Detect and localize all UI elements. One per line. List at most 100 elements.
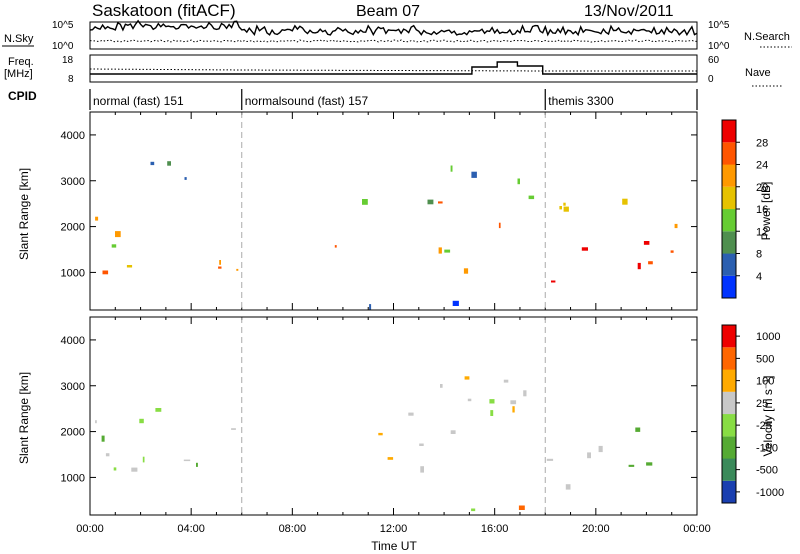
echo-cell <box>551 280 556 283</box>
nsearch-tick-low: 10^0 <box>708 41 730 52</box>
echo-cell <box>464 376 470 380</box>
colorbar-tick-label: 25 <box>756 398 768 410</box>
y-tick-label: 4000 <box>61 130 85 142</box>
colorbar-tick-label: 20 <box>756 182 768 194</box>
echo-cell <box>598 445 603 453</box>
colorbar-tick-label: -500 <box>756 465 778 477</box>
echo-cell <box>648 261 653 265</box>
cpid-segment-label: normalsound (fast) 157 <box>245 94 369 108</box>
power-plot-frame <box>89 111 698 311</box>
colorbar-tick-label: 12 <box>756 226 768 238</box>
cpid-segment-label: normal (fast) 151 <box>93 94 184 108</box>
velocity-plot-frame <box>89 316 698 516</box>
velocity-panel: 4000 3000 2000 1000 00:00 04:00 08:00 12:00 16:… <box>17 316 784 553</box>
velocity-colorbar-label: Velocity [m s⁻¹] <box>761 375 775 456</box>
echo-cell <box>334 245 337 248</box>
power-colorbar: 28 24 20 16 12 8 4 <box>721 119 768 299</box>
cpid-label: CPID <box>8 89 37 103</box>
colorbar-tick-label: 4 <box>756 271 762 283</box>
echo-cell <box>105 453 110 457</box>
echo-cell <box>563 206 569 212</box>
echo-cell <box>467 398 472 402</box>
echo-cell <box>218 266 222 269</box>
freq-unit: [MHz] <box>4 68 33 80</box>
echo-cell <box>503 379 509 383</box>
nave-tick-low: 0 <box>708 74 714 85</box>
colorbar-swatch <box>722 120 736 143</box>
echo-cell <box>113 467 117 471</box>
echo-cell <box>463 268 469 274</box>
power-y-label: Slant Range [km] <box>17 168 31 260</box>
velocity-x-axis: 00:00 04:00 08:00 12:00 16:00 20:00 00:00 <box>76 317 711 535</box>
x-tick-label: 00:00 <box>76 523 104 535</box>
colorbar-tick-label: 16 <box>756 204 768 216</box>
echo-cell <box>546 458 554 461</box>
echo-cell <box>559 206 562 210</box>
echo-cell <box>628 464 635 467</box>
colorbar-swatch <box>722 436 736 459</box>
power-mode-markers <box>241 112 546 310</box>
beam-title: Beam 07 <box>356 3 420 20</box>
echo-cell <box>471 508 476 512</box>
echo-cell <box>362 199 368 205</box>
colorbar-swatch <box>722 369 736 392</box>
x-tick-label: 04:00 <box>177 523 205 535</box>
echo-cell <box>635 427 641 432</box>
echo-cell <box>670 250 674 253</box>
echo-cell <box>674 223 678 229</box>
nsearch-tick-high: 10^5 <box>708 20 730 31</box>
colorbar-tick-label: 1000 <box>756 331 780 343</box>
echo-cell <box>378 432 383 436</box>
echo-cell <box>111 244 117 248</box>
echo-cell <box>369 304 372 311</box>
colorbar-swatch <box>722 164 736 187</box>
power-x-ticks <box>89 112 698 310</box>
echo-cell <box>440 384 443 388</box>
velocity-mode-markers <box>241 317 546 515</box>
echo-cell <box>219 260 221 265</box>
colorbar-swatch <box>722 231 736 254</box>
nave-trace <box>89 68 697 72</box>
x-tick-label: 08:00 <box>279 523 307 535</box>
y-tick-label: 2000 <box>61 427 85 439</box>
echo-cell <box>115 231 121 238</box>
echo-cell <box>581 247 588 251</box>
colorbar-tick-label: -100 <box>756 442 778 454</box>
y-tick-label: 3000 <box>61 176 85 188</box>
echo-cell <box>643 241 650 245</box>
x-tick-label: 20:00 <box>582 523 610 535</box>
echo-cell <box>95 216 99 221</box>
echo-cell <box>231 428 236 430</box>
echo-cell <box>498 222 501 229</box>
echo-cell <box>236 268 239 271</box>
echo-cell <box>408 412 414 416</box>
echo-cell <box>563 202 566 206</box>
x-axis-label: Time UT <box>371 539 417 553</box>
echo-cell <box>167 161 171 166</box>
colorbar-tick-label: 8 <box>756 249 762 261</box>
nave-label: Nave <box>745 67 771 79</box>
colorbar-swatch <box>722 480 736 504</box>
colorbar-swatch <box>722 325 736 348</box>
colorbar-swatch <box>722 414 736 437</box>
x-tick-label: 00:00 <box>683 523 711 535</box>
y-tick-label: 3000 <box>61 381 85 393</box>
power-data-layer <box>95 161 678 311</box>
colorbar-tick-label: -1000 <box>756 487 784 499</box>
freq-tick-high: 18 <box>62 55 74 66</box>
velocity-y-axis: 4000 3000 2000 1000 <box>61 335 697 484</box>
y-tick-label: 4000 <box>61 335 85 347</box>
echo-cell <box>126 265 133 268</box>
colorbar-swatch <box>722 209 736 232</box>
echo-cell <box>471 171 477 178</box>
echo-cell <box>142 456 145 463</box>
nsky-label: N.Sky <box>4 33 34 45</box>
power-colorbar-label: Power [dB] <box>759 182 773 241</box>
y-tick-label: 1000 <box>61 472 85 484</box>
colorbar-swatch <box>722 186 736 210</box>
echo-cell <box>150 161 155 166</box>
x-tick-label: 16:00 <box>481 523 509 535</box>
echo-cell <box>587 452 591 459</box>
echo-cell <box>450 165 453 172</box>
